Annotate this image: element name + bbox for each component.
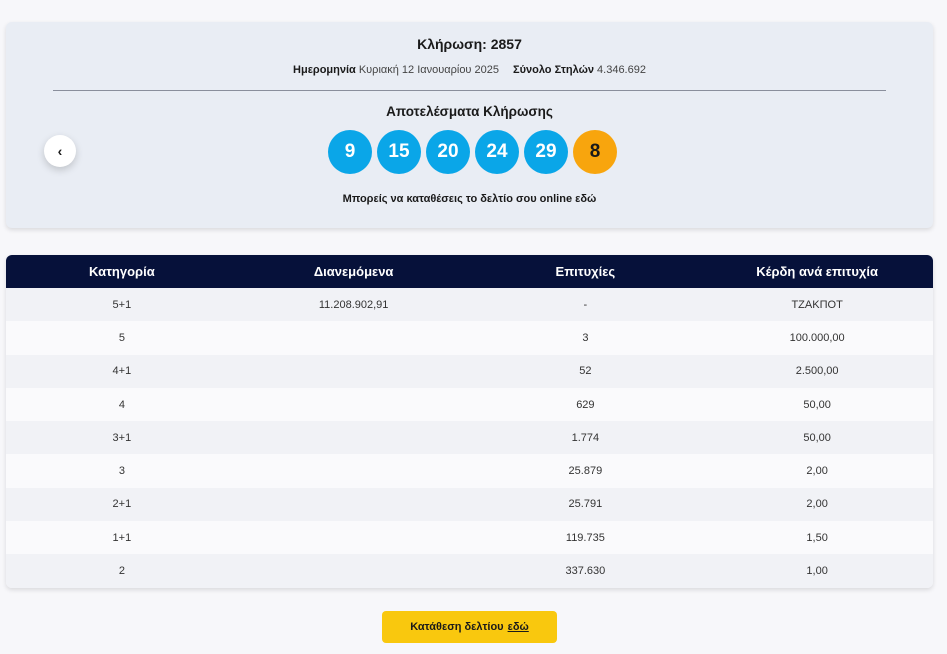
date-value: Κυριακή 12 Ιανουαρίου 2025 xyxy=(358,64,499,76)
divider xyxy=(53,90,886,91)
cell-category: 5 xyxy=(118,331,125,344)
number-ball: 24 xyxy=(475,130,519,174)
cell-winners: 1.774 xyxy=(571,431,600,444)
table-row: 1+1 119.735 1,50 xyxy=(6,521,933,555)
cell-winners: 25.791 xyxy=(568,498,603,511)
cell-prize: 100.000,00 xyxy=(789,331,845,344)
winning-numbers: 9 15 20 24 29 8 xyxy=(6,130,933,174)
columns-value: 4.346.692 xyxy=(597,64,646,76)
cell-winners: 25.879 xyxy=(568,465,603,478)
cell-distributed: 11.208.902,91 xyxy=(318,298,389,311)
cell-winners: 3 xyxy=(582,331,589,344)
cell-category: 2+1 xyxy=(112,498,132,511)
cell-prize: 1,00 xyxy=(806,565,828,578)
header-distributed: Διανεμόμενα xyxy=(313,264,394,279)
table-row: 4 629 50,00 xyxy=(6,387,933,422)
cell-category: 3 xyxy=(118,465,125,478)
cell-prize: 50,00 xyxy=(803,431,831,444)
header-category: Κατηγορία xyxy=(89,264,155,279)
prize-table: Κατηγορία Διανεμόμενα Επιτυχίες Κέρδη αν… xyxy=(6,255,933,588)
table-header: Κατηγορία Διανεμόμενα Επιτυχίες Κέρδη αν… xyxy=(6,255,933,288)
number-ball: 29 xyxy=(524,130,568,174)
cell-winners: - xyxy=(583,298,588,311)
cell-winners: 337.630 xyxy=(565,565,606,578)
draw-card: Κλήρωση: 2857 Ημερομηνία Κυριακή 12 Ιανου… xyxy=(6,22,933,228)
draw-title: Κλήρωση: 2857 xyxy=(417,36,522,52)
table-row: 5+1 11.208.902,91 - ΤΖΑΚΠΟΤ xyxy=(6,288,933,322)
columns-label: Σύνολο Στηλών xyxy=(512,64,595,76)
online-link[interactable]: εδώ xyxy=(575,193,597,205)
number-ball: 15 xyxy=(377,130,421,174)
cell-prize: 2.500,00 xyxy=(795,365,839,378)
cell-prize: 1,50 xyxy=(806,531,828,544)
cell-winners: 119.735 xyxy=(565,531,605,544)
results-title: Αποτελέσματα Κλήρωσης xyxy=(386,104,553,119)
cell-winners: 629 xyxy=(576,398,595,411)
table-row: 2+1 25.791 2,00 xyxy=(6,487,933,522)
table-row: 5 3 100.000,00 xyxy=(6,321,933,355)
number-ball: 20 xyxy=(426,130,470,174)
cell-prize: 50,00 xyxy=(803,398,831,411)
cta-label: Κατάθεση δελτίου xyxy=(410,621,504,633)
table-row: 3 25.879 2,00 xyxy=(6,454,933,488)
cell-category: 1+1 xyxy=(112,531,132,544)
bonus-ball: 8 xyxy=(573,130,617,174)
cell-prize: ΤΖΑΚΠΟΤ xyxy=(791,298,843,311)
cell-category: 4 xyxy=(118,398,125,411)
table-row: 3+1 1.774 50,00 xyxy=(6,421,933,455)
draw-meta: Ημερομηνία Κυριακή 12 Ιανουαρίου 2025 Σύνο… xyxy=(6,64,933,76)
header-prize: Κέρδη ανά επιτυχία xyxy=(756,264,878,279)
cell-category: 2 xyxy=(118,565,125,578)
cell-category: 3+1 xyxy=(112,431,132,444)
cell-category: 4+1 xyxy=(112,365,132,378)
cell-prize: 2,00 xyxy=(806,498,828,511)
date-label: Ημερομηνία xyxy=(293,64,356,76)
number-ball: 9 xyxy=(328,130,372,174)
chevron-left-icon: ‹ xyxy=(57,143,63,159)
online-text: Μπορείς να καταθέσεις το δελτίο σου onli… xyxy=(6,193,933,205)
cta-link[interactable]: εδώ xyxy=(507,621,529,633)
online-text-label: Μπορείς να καταθέσεις το δελτίο σου onli… xyxy=(342,193,573,205)
cell-category: 5+1 xyxy=(112,298,132,311)
header-winners: Επιτυχίες xyxy=(555,264,616,279)
cell-prize: 2,00 xyxy=(806,465,828,478)
table-row: 4+1 52 2.500,00 xyxy=(6,354,933,388)
table-row: 2 337.630 1,00 xyxy=(6,554,933,588)
previous-draw-button[interactable]: ‹ xyxy=(44,135,76,167)
cell-winners: 52 xyxy=(579,365,592,378)
submit-ticket-button[interactable]: Κατάθεση δελτίου εδώ xyxy=(382,611,557,643)
